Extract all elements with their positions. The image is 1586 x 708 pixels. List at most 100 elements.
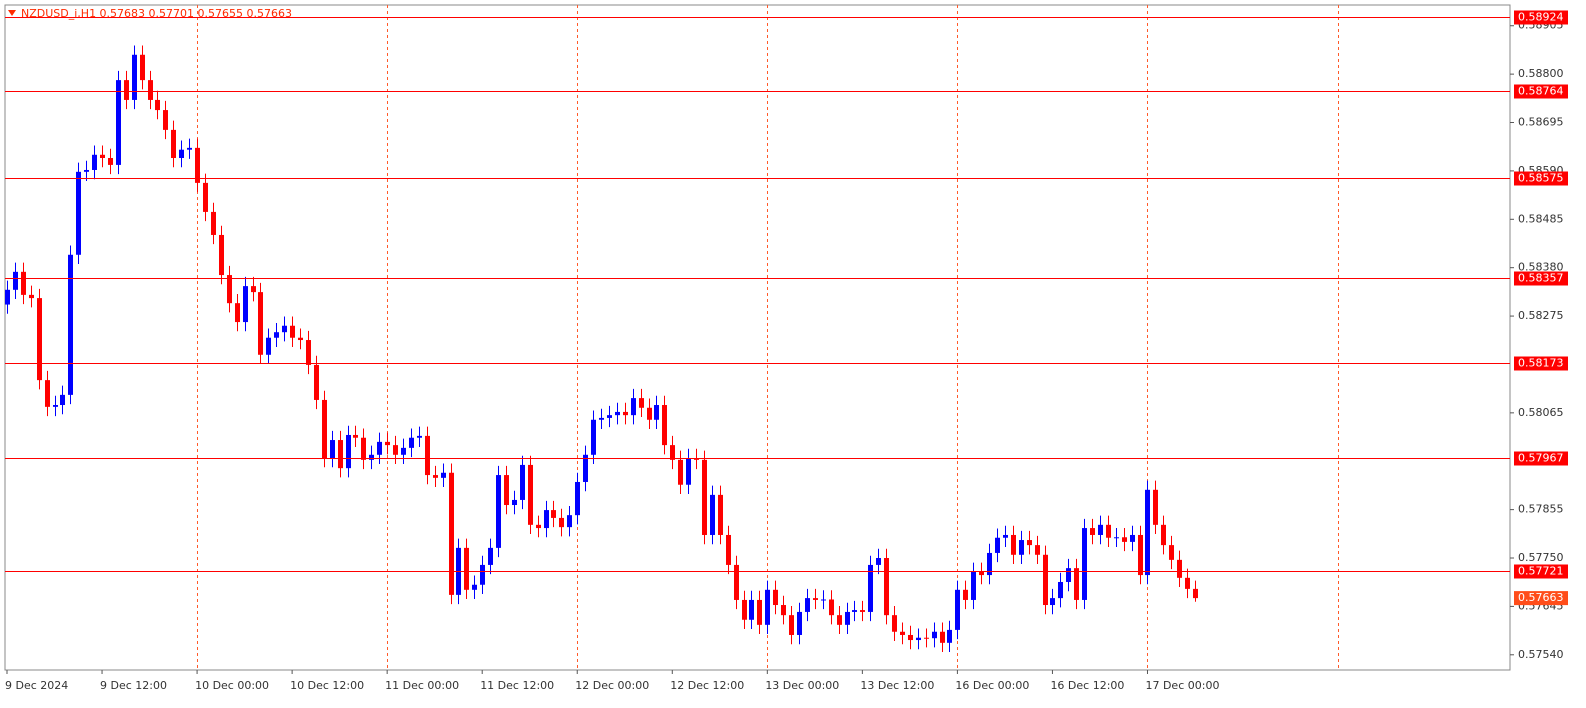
level-box — [1514, 171, 1568, 186]
candle-body — [654, 405, 659, 420]
candle-body — [536, 524, 541, 529]
candle-body — [314, 364, 319, 400]
candle-body — [837, 615, 842, 625]
candle-body — [702, 459, 707, 535]
level-label: 0.58575 — [1518, 172, 1564, 185]
candle-body — [528, 464, 533, 525]
candle-body — [258, 292, 263, 355]
candle-body — [449, 472, 454, 595]
candle-body — [243, 286, 248, 323]
candle-body — [187, 147, 192, 150]
candle-body — [639, 398, 644, 408]
y-tick-label: 0.57540 — [1518, 648, 1564, 661]
candle-body — [575, 481, 580, 516]
x-tick-label: 10 Dec 12:00 — [290, 679, 364, 692]
y-tick-label: 0.58800 — [1518, 67, 1564, 80]
candle-body — [1145, 489, 1150, 576]
candle-body — [1043, 554, 1048, 606]
candle-body — [845, 611, 850, 625]
candle-body — [171, 129, 176, 159]
candle-body — [298, 337, 303, 341]
candle-body — [132, 54, 137, 100]
candle-body — [551, 510, 556, 518]
candle-body — [37, 298, 42, 381]
level-box — [1514, 356, 1568, 371]
candle-body — [235, 303, 240, 323]
menu-triangle[interactable] — [8, 10, 16, 16]
candle-body — [908, 634, 913, 641]
candle-body — [290, 325, 295, 338]
candle-body — [361, 437, 366, 460]
candle-body — [29, 294, 34, 299]
y-tick-label: 0.58485 — [1518, 212, 1564, 225]
candle-body — [979, 571, 984, 576]
candle-body — [195, 147, 200, 183]
candle-body — [924, 637, 929, 639]
candle-body — [670, 445, 675, 460]
candle-body — [662, 405, 667, 446]
candle-body — [1003, 534, 1008, 538]
candle-body — [1019, 540, 1024, 555]
candle-body — [92, 154, 97, 170]
candle-body — [1106, 524, 1111, 538]
x-tick-label: 17 Dec 00:00 — [1145, 679, 1219, 692]
candle-body — [789, 615, 794, 635]
candle-body — [916, 637, 921, 641]
candle-body — [1058, 581, 1063, 599]
candle-body — [726, 534, 731, 565]
candle-body — [1193, 588, 1198, 599]
x-tick-label: 16 Dec 12:00 — [1050, 679, 1124, 692]
candle-body — [1082, 528, 1087, 600]
candle-body — [393, 445, 398, 455]
candle-body — [971, 571, 976, 600]
y-tick-label: 0.58380 — [1518, 261, 1564, 274]
candle-body — [124, 80, 129, 100]
y-tick-label: 0.57750 — [1518, 551, 1564, 564]
candle-body — [1122, 537, 1127, 542]
candle-body — [1153, 489, 1158, 525]
candle-body — [45, 380, 50, 407]
candle-body — [734, 564, 739, 600]
x-tick-label: 12 Dec 00:00 — [575, 679, 649, 692]
level-box — [1514, 84, 1568, 99]
candle-body — [488, 547, 493, 565]
level-box — [1514, 271, 1568, 286]
candle-body — [84, 169, 89, 172]
candle-body — [559, 517, 564, 528]
candle-body — [544, 510, 549, 529]
x-tick-label: 10 Dec 00:00 — [195, 679, 269, 692]
candle-body — [678, 459, 683, 485]
x-tick-label: 12 Dec 12:00 — [670, 679, 744, 692]
candle-body — [148, 80, 153, 100]
candle-body — [385, 441, 390, 446]
candle-body — [60, 394, 65, 406]
candle-body — [1130, 534, 1135, 542]
candle-body — [1074, 568, 1079, 600]
candle-body — [1138, 534, 1143, 576]
candle-body — [781, 605, 786, 616]
candle-body — [441, 472, 446, 478]
candle-body — [868, 564, 873, 612]
candle-body — [116, 80, 121, 165]
level-label: 0.58357 — [1518, 272, 1564, 285]
candle-body — [1161, 524, 1166, 546]
candle-body — [583, 454, 588, 482]
candle-body — [108, 158, 113, 165]
candle-body — [591, 419, 596, 455]
candle-body — [13, 271, 18, 290]
candle-body — [480, 564, 485, 585]
candle-body — [76, 171, 81, 255]
level-box — [1514, 10, 1568, 25]
candle-body — [599, 417, 604, 420]
candle-body — [322, 399, 327, 459]
candle-body — [805, 598, 810, 612]
x-tick-label: 11 Dec 12:00 — [480, 679, 554, 692]
candle-body — [353, 434, 358, 438]
candle-body — [718, 494, 723, 535]
current-price-box — [1514, 591, 1568, 606]
candle-body — [140, 54, 145, 81]
candle-body — [464, 547, 469, 590]
candle-body — [1027, 540, 1032, 546]
plot-frame — [4, 4, 1511, 671]
